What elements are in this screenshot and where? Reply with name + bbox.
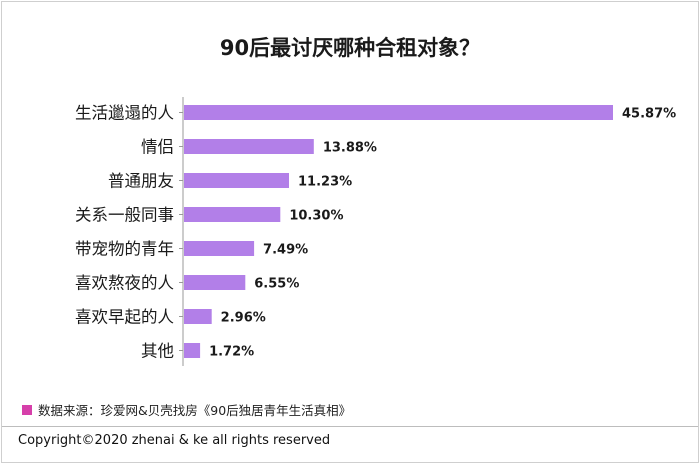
value-label: 6.55% bbox=[254, 277, 299, 292]
bar-chart: 生活邋遢的人 45.87% 情侣 13.88% 普通朋友 11.23% 关系一般同事 10.3… bbox=[75, 97, 676, 366]
category-label: 喜欢熬夜的人 bbox=[75, 273, 174, 293]
source-swatch-icon bbox=[22, 404, 32, 415]
bar bbox=[184, 241, 255, 256]
bar bbox=[184, 173, 289, 188]
value-label: 13.88% bbox=[323, 141, 377, 156]
footer-divider bbox=[2, 426, 698, 427]
category-label: 喜欢早起的人 bbox=[75, 308, 174, 327]
bar bbox=[184, 309, 212, 324]
category-label: 其他 bbox=[141, 342, 174, 361]
bar bbox=[184, 275, 246, 290]
source-label: 数据来源：珍爱网&贝壳找房《90后独居青年生活真相》 bbox=[38, 403, 352, 418]
bar bbox=[184, 207, 281, 222]
value-label: 45.87% bbox=[622, 107, 676, 122]
value-label: 2.96% bbox=[221, 311, 266, 326]
category-label: 生活邋遢的人 bbox=[75, 104, 174, 123]
category-label: 普通朋友 bbox=[108, 172, 174, 191]
data-source: 数据来源：珍爱网&贝壳找房《90后独居青年生活真相》 bbox=[22, 400, 351, 419]
bar bbox=[184, 343, 201, 358]
value-label: 10.30% bbox=[289, 209, 343, 224]
bar bbox=[184, 105, 613, 120]
value-label: 1.72% bbox=[209, 345, 254, 360]
value-label: 7.49% bbox=[263, 243, 308, 258]
category-label: 关系一般同事 bbox=[75, 206, 174, 225]
category-label: 情侣 bbox=[141, 138, 174, 157]
copyright-text: Copyright©2020 zhenai & ke all rights re… bbox=[18, 433, 331, 448]
chart-title: 90后最讨厌哪种合租对象？ bbox=[219, 36, 481, 60]
bar bbox=[184, 139, 314, 154]
value-label: 11.23% bbox=[298, 175, 352, 190]
category-label: 带宠物的青年 bbox=[75, 240, 174, 259]
